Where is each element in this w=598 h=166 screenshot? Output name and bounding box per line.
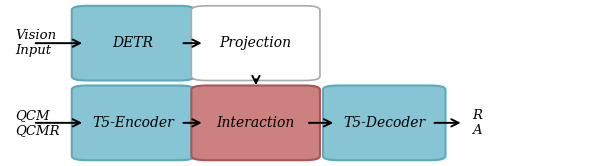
FancyBboxPatch shape (191, 6, 320, 81)
Text: Projection: Projection (219, 36, 292, 50)
FancyBboxPatch shape (72, 85, 194, 160)
Text: Interaction: Interaction (216, 116, 295, 130)
Text: T5-Decoder: T5-Decoder (343, 116, 425, 130)
Text: T5-Encoder: T5-Encoder (92, 116, 174, 130)
Text: QCM
QCMR: QCM QCMR (15, 109, 60, 137)
Text: Vision
Input: Vision Input (15, 29, 56, 57)
FancyBboxPatch shape (191, 85, 320, 160)
FancyBboxPatch shape (323, 85, 446, 160)
FancyBboxPatch shape (72, 6, 194, 81)
Text: R
A: R A (472, 109, 483, 137)
Text: DETR: DETR (112, 36, 154, 50)
